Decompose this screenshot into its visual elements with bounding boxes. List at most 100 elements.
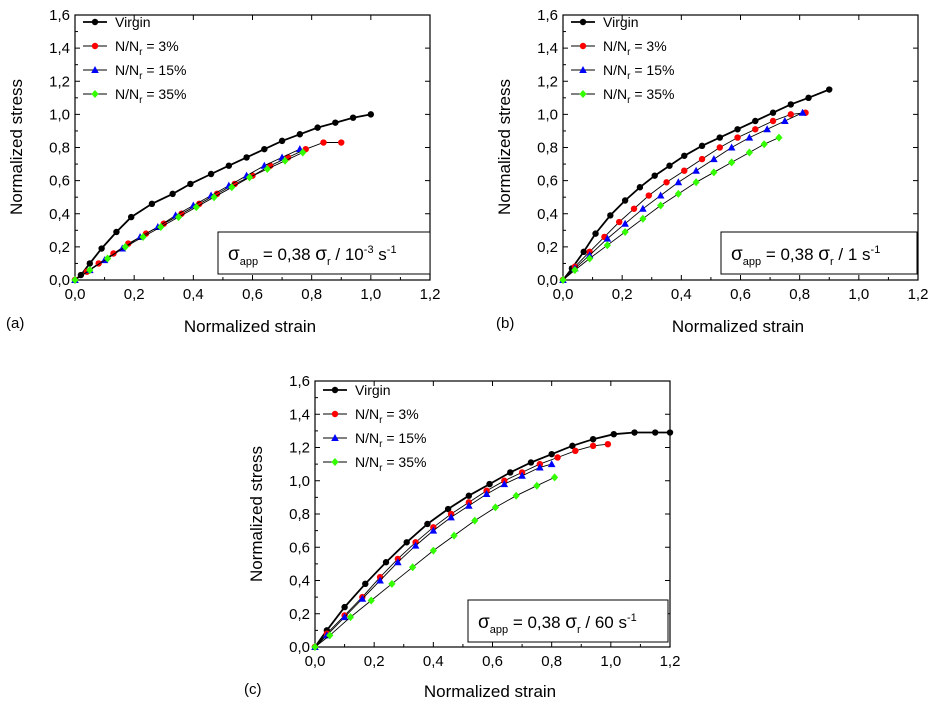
y-tick-label: 0,0	[289, 639, 310, 656]
y-tick-label: 0,0	[537, 272, 558, 289]
x-tick-label: 0,0	[553, 286, 574, 303]
y-tick-label: 1,2	[289, 440, 310, 457]
x-tick-label: 0,6	[482, 653, 503, 670]
annotation-text: σapp = 0,38 σr / 10-3 s-1	[228, 244, 397, 268]
y-tick-label: 0,6	[49, 173, 70, 190]
series-line	[74, 152, 303, 281]
x-tick-label: 0,2	[612, 286, 633, 303]
data-point	[367, 111, 375, 118]
series-4	[311, 473, 559, 651]
data-point	[621, 227, 629, 236]
data-point	[512, 491, 520, 500]
annotation-box	[467, 599, 669, 643]
y-tick-label: 0,0	[49, 272, 70, 289]
x-axis-title: Normalized strain	[424, 682, 556, 701]
data-point	[554, 454, 561, 461]
data-point	[486, 480, 493, 488]
data-point	[207, 170, 215, 178]
data-point	[121, 242, 129, 251]
data-point	[157, 223, 165, 231]
data-point	[645, 192, 652, 199]
data-point	[607, 212, 614, 219]
data-point	[332, 119, 339, 126]
data-point	[657, 201, 665, 210]
data-point	[674, 178, 683, 186]
legend-entry: N/Nr = 15%	[603, 62, 674, 82]
data-point	[805, 94, 812, 102]
data-point	[571, 266, 579, 275]
y-axis-title: Normalized stress	[495, 79, 514, 215]
data-point	[666, 162, 673, 169]
data-point	[210, 193, 218, 202]
data-point	[763, 125, 771, 133]
y-tick-label: 1,0	[49, 106, 70, 123]
data-point	[527, 459, 535, 466]
data-point	[656, 191, 665, 199]
x-tick-label: 0,4	[423, 653, 444, 670]
data-point	[465, 492, 473, 499]
data-point	[192, 203, 200, 212]
panel-label: (b)	[496, 315, 514, 332]
data-point	[261, 145, 268, 153]
data-point	[174, 213, 183, 222]
series-4	[559, 133, 783, 284]
data-point	[734, 126, 741, 133]
data-point	[411, 541, 420, 549]
data-point	[382, 559, 390, 566]
data-point	[716, 134, 723, 141]
y-tick-label: 1,4	[49, 40, 70, 57]
series-1	[311, 429, 674, 651]
data-point	[652, 429, 659, 436]
data-point	[745, 133, 754, 141]
annotation-box	[217, 231, 431, 275]
data-point	[569, 442, 576, 450]
x-tick-label: 1,0	[848, 286, 869, 303]
data-point	[533, 481, 541, 490]
legend-marker	[579, 90, 587, 98]
data-point	[128, 213, 135, 221]
data-point	[358, 594, 367, 602]
data-point	[338, 139, 345, 146]
legend-marker	[91, 90, 99, 98]
x-tick-label: 0,4	[671, 286, 692, 303]
data-point	[86, 260, 93, 267]
x-tick-label: 1,2	[420, 286, 441, 303]
data-point	[826, 86, 833, 93]
y-tick-label: 1,0	[537, 106, 558, 123]
data-point	[589, 435, 597, 443]
x-tick-label: 0,0	[65, 286, 86, 303]
y-tick-label: 0,6	[537, 173, 558, 190]
data-point	[548, 450, 555, 458]
data-point	[243, 154, 250, 161]
y-tick-label: 0,2	[537, 239, 558, 256]
data-point	[536, 463, 544, 471]
legend-marker	[91, 42, 99, 50]
y-tick-label: 1,6	[537, 7, 558, 24]
series-line	[562, 137, 780, 281]
data-point	[604, 440, 612, 448]
data-point	[692, 166, 700, 174]
data-point	[769, 117, 777, 125]
data-point	[518, 471, 526, 479]
data-point	[681, 152, 688, 159]
y-tick-label: 0,8	[289, 506, 310, 523]
data-point	[716, 144, 723, 151]
panel-label: (c)	[244, 681, 262, 698]
legend-marker	[579, 42, 587, 50]
legend-marker	[91, 18, 99, 26]
data-point	[447, 513, 455, 521]
y-tick-label: 1,0	[289, 473, 310, 490]
annotation-text: σapp = 0,38 σr / 60 s-1	[478, 612, 637, 636]
data-point	[278, 137, 286, 145]
data-point	[71, 276, 79, 284]
data-point	[681, 167, 688, 174]
y-tick-label: 0,8	[537, 140, 558, 157]
data-point	[444, 505, 452, 513]
data-point	[98, 245, 105, 252]
data-point	[603, 234, 612, 242]
data-point	[500, 480, 509, 488]
y-axis-title: Normalized stress	[7, 79, 26, 215]
legend-entry: N/Nr = 3%	[603, 38, 667, 58]
legend: Virgin N/Nr = 3% N/Nr = 15% N/Nr = 35%	[571, 14, 674, 106]
